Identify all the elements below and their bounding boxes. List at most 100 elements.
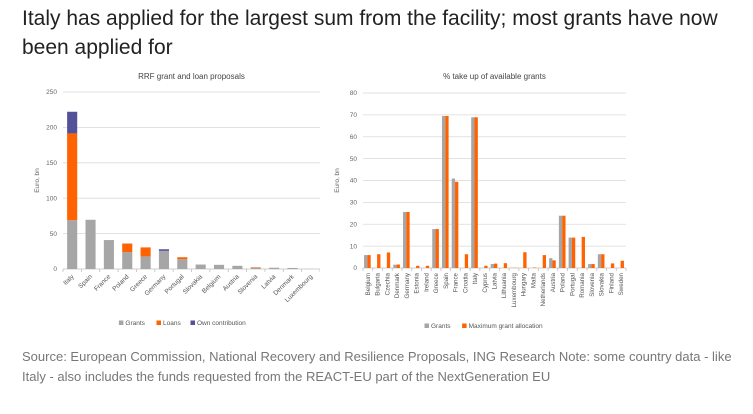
legend-label: Grants [431,323,451,330]
legend-swatch [190,320,195,325]
x-tick-label: France [93,273,113,293]
bar-grants [393,264,397,268]
bar-grants [287,267,298,269]
x-tick-label: Latvia [492,272,499,289]
chart-title: RRF grant and loan proposals [138,72,245,81]
bar-maximum-grant-allocation [377,254,381,268]
bar-grants [471,117,475,268]
bar-maximum-grant-allocation [542,255,547,268]
bar-grants [122,252,133,269]
bar-maximum-grant-allocation [581,236,585,268]
legend-label: Maximum grant allocation [469,323,543,330]
x-tick-label: Romania [579,272,586,297]
bar-grants [158,250,170,269]
x-tick-label: Netherlands [540,273,547,306]
bar-maximum-grant-allocation [503,263,508,268]
bar-maximum-grant-allocation [435,229,439,268]
y-tick-label: 0 [353,265,357,272]
bar-maximum-grant-allocation [396,264,400,268]
y-tick-label: 80 [350,90,358,97]
chart-rrf-proposals: RRF grant and loan proposals Euro, bn 0 50 1… [34,72,320,327]
bar-grants [588,264,592,268]
y-tick-label: 70 [350,112,358,119]
x-tick-label: Slovenia [237,273,260,296]
bar-grants [432,229,436,268]
chart-title: % take up of available grants [443,72,546,81]
bar-grants [568,237,572,268]
y-tick-label: 100 [46,195,57,202]
bar-grants [85,219,96,269]
bar-maximum-grant-allocation [406,212,410,268]
legend-label: Loans [163,320,181,327]
bar-grants [140,256,151,269]
bar-maximum-grant-allocation [562,215,566,268]
legend-swatch [462,323,467,328]
legend-label: Own contribution [197,320,246,327]
y-tick-label: 50 [350,156,358,163]
bar-loans [177,257,188,260]
bar-maximum-grant-allocation [484,265,488,268]
x-tick-label: Spain [77,273,94,290]
x-tick-label: Slovenia [589,272,596,296]
y-tick-label: 50 [50,231,58,238]
x-tick-label: Italy [472,272,479,284]
bar-loans [122,243,133,253]
bar-grants [403,212,407,268]
bar-grants [67,220,78,269]
bar-own-contribution [158,249,170,251]
bar-grants [441,115,446,268]
bar-maximum-grant-allocation [416,265,420,268]
bar-loans [140,247,151,257]
bar-maximum-grant-allocation [455,181,459,268]
x-tick-label: Italy [62,273,76,287]
bar-grants [269,267,280,269]
bar-maximum-grant-allocation [571,237,576,268]
bar-maximum-grant-allocation [523,252,527,268]
x-tick-label: Austria [550,272,557,292]
x-tick-label: Belgium [201,273,223,295]
x-tick-label: Poland [111,273,131,293]
x-tick-label: Cyprus [482,273,489,293]
bar-grants [250,267,261,269]
bar-grants [549,258,553,268]
bar-grants [195,264,206,269]
y-tick-label: 10 [350,243,358,250]
x-tick-label: Malta [530,272,537,288]
x-tick-label: Ireland [423,272,430,291]
x-tick-label: Slovakia [182,273,205,296]
x-tick-label: Czechia [384,272,391,295]
bar-maximum-grant-allocation [610,263,615,268]
bar-grants [558,215,563,268]
x-tick-label: Lithuania [501,272,508,298]
chart-grant-takeup: % take up of available grants Euro, bn 0 10… [334,72,627,330]
legend-swatch [118,320,124,325]
bar-maximum-grant-allocation [445,115,449,268]
legend-swatch [156,320,161,325]
bar-maximum-grant-allocation [425,265,430,268]
bar-grants [490,264,494,268]
x-tick-label: Greece [433,272,440,293]
bar-maximum-grant-allocation [474,117,478,268]
x-tick-label: Finland [608,272,615,293]
bar-maximum-grant-allocation [367,255,371,268]
y-tick-label: 150 [46,160,57,167]
x-tick-label: Germany [404,272,411,298]
x-tick-label: France [453,272,460,292]
x-tick-label: Portugal [569,273,576,296]
bar-own-contribution [67,111,78,134]
y-tick-label: 200 [46,125,57,132]
bar-maximum-grant-allocation [494,263,498,268]
x-tick-label: Slovakia [599,272,606,296]
source-note: Source: European Commission, National Re… [22,349,732,384]
bar-grants [451,178,456,268]
x-tick-label: Luxembourg [511,272,518,307]
bar-maximum-grant-allocation [552,260,556,268]
y-tick-label: 40 [350,178,358,185]
y-tick-label: 30 [350,200,358,207]
x-tick-label: Croatia [462,272,469,293]
legend-label: Grants [125,320,145,327]
y-axis-label: Euro, bn [334,168,341,193]
x-tick-label: Sweden [618,272,625,295]
bar-grants [364,255,368,268]
x-tick-label: Spain [443,272,450,288]
